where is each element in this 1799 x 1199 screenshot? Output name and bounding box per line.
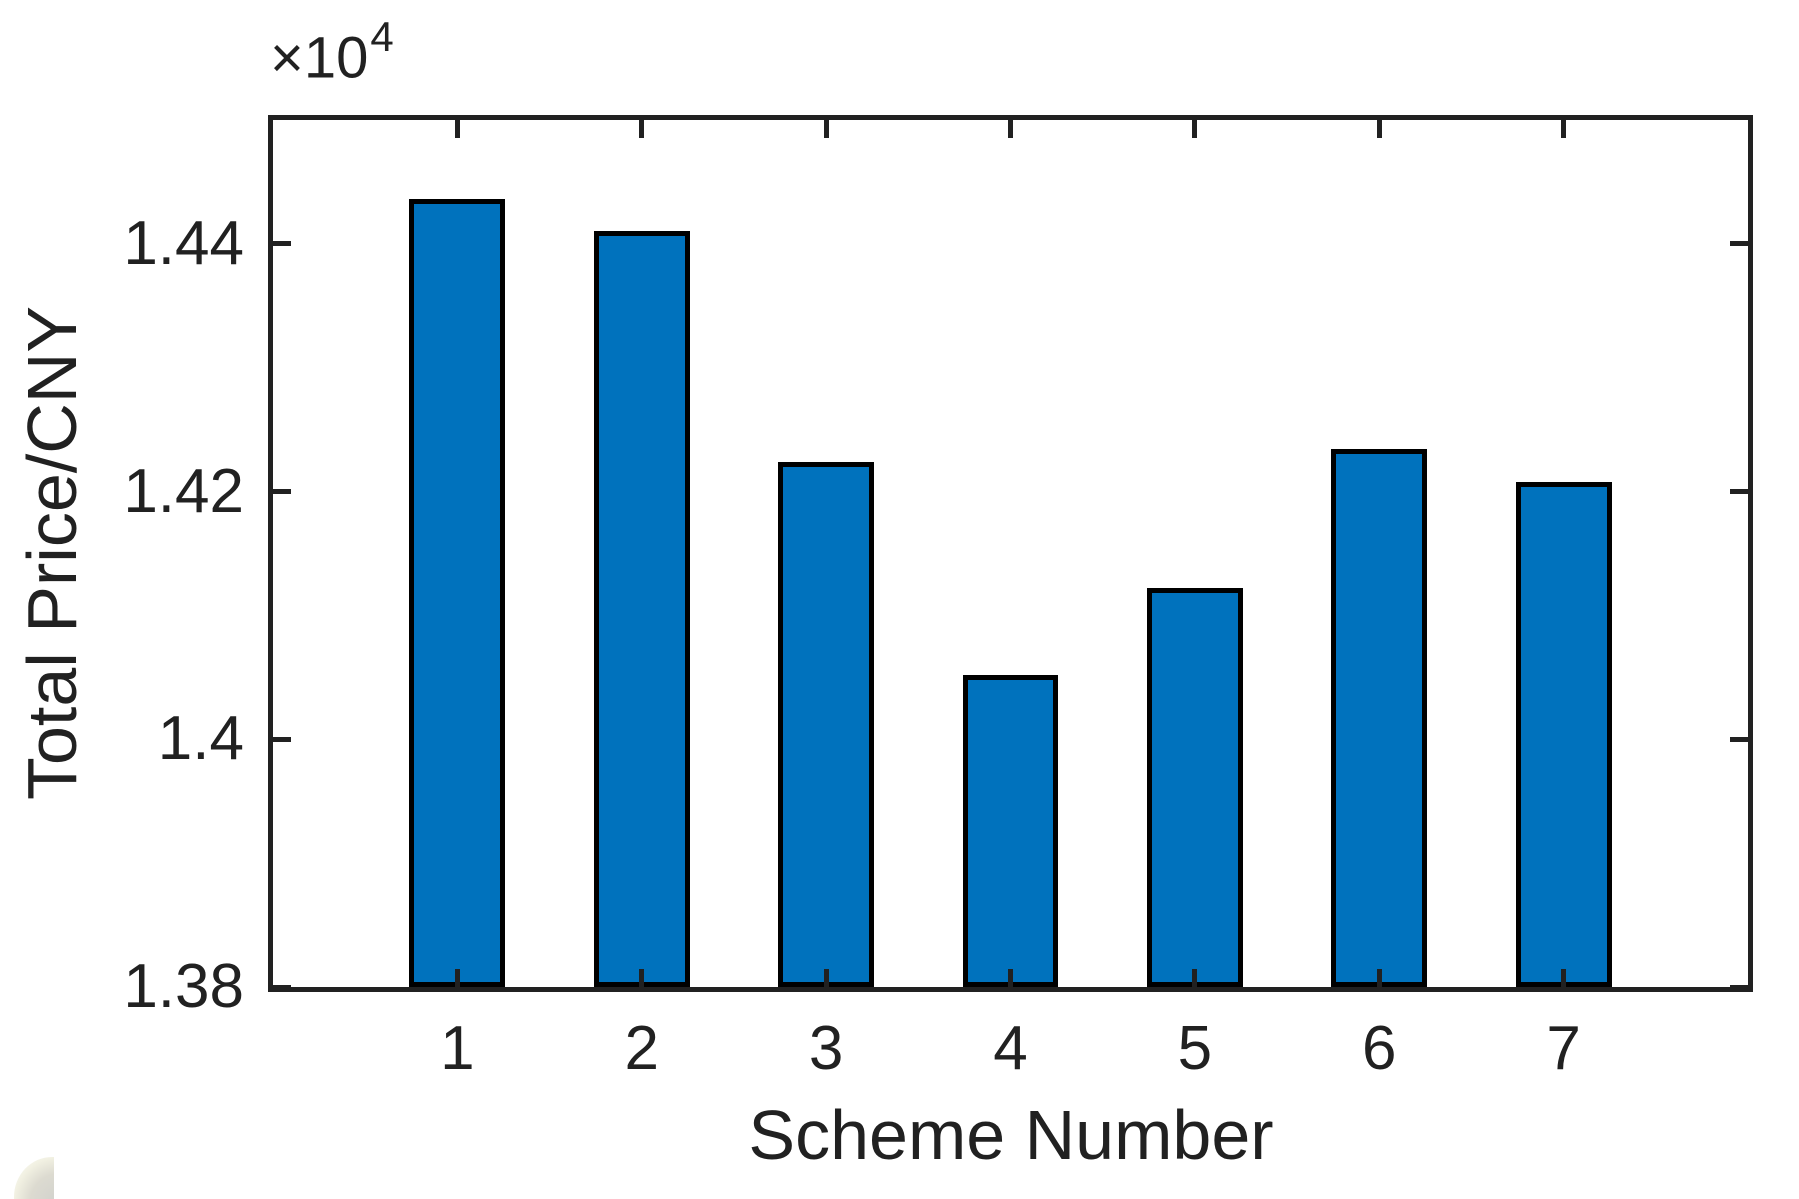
y-tick-left	[273, 736, 291, 742]
x-tick-top	[1008, 120, 1013, 138]
x-tick-bottom	[1561, 969, 1567, 987]
y-tick-right	[1730, 241, 1748, 247]
x-tick-top	[454, 120, 460, 138]
x-tick-label-2: 2	[624, 1014, 659, 1083]
bar-scheme-4	[962, 674, 1059, 987]
bar-scheme-5	[1146, 588, 1243, 987]
y-tick-left	[273, 241, 291, 247]
y-tick-left	[273, 489, 291, 495]
y-tick-label-1.42: 1.42	[123, 456, 244, 526]
x-tick-bottom	[1376, 969, 1382, 987]
plot-area	[268, 115, 1753, 992]
y-axis-exponent-label: ×104	[270, 16, 394, 91]
x-tick-label-1: 1	[440, 1014, 475, 1083]
x-tick-top	[1376, 120, 1382, 138]
y-tick-left	[273, 984, 291, 990]
x-tick-top	[1192, 120, 1198, 138]
exponent-prefix: ×10	[270, 25, 369, 91]
x-tick-top	[1561, 120, 1567, 138]
x-tick-bottom	[454, 969, 460, 987]
x-tick-label-3: 3	[808, 1014, 844, 1083]
x-tick-label-5: 5	[1177, 1014, 1213, 1083]
x-tick-label-6: 6	[1362, 1014, 1397, 1083]
x-tick-bottom	[1192, 969, 1198, 987]
x-tick-bottom	[639, 969, 645, 987]
bar-scheme-7	[1515, 481, 1612, 987]
bar-scheme-1	[409, 199, 506, 987]
y-tick-label-1.44: 1.44	[123, 208, 244, 278]
x-tick-label-7: 7	[1546, 1014, 1581, 1083]
y-tick-right	[1730, 984, 1748, 990]
corner-artifact	[14, 1157, 54, 1199]
y-tick-label-1.4: 1.4	[157, 704, 244, 774]
x-tick-bottom	[1008, 969, 1013, 987]
x-axis-label: Scheme Number	[748, 1096, 1274, 1174]
exponent-power: 4	[370, 13, 394, 60]
bar-scheme-2	[593, 231, 690, 987]
x-tick-bottom	[823, 969, 829, 987]
y-tick-label-1.38: 1.38	[123, 952, 244, 1021]
y-tick-right	[1730, 736, 1748, 742]
x-tick-label-4: 4	[993, 1014, 1028, 1083]
bar-scheme-3	[778, 461, 875, 987]
x-tick-top	[823, 120, 829, 138]
bar-scheme-6	[1331, 449, 1428, 987]
x-tick-top	[639, 120, 645, 138]
y-tick-right	[1730, 489, 1748, 495]
